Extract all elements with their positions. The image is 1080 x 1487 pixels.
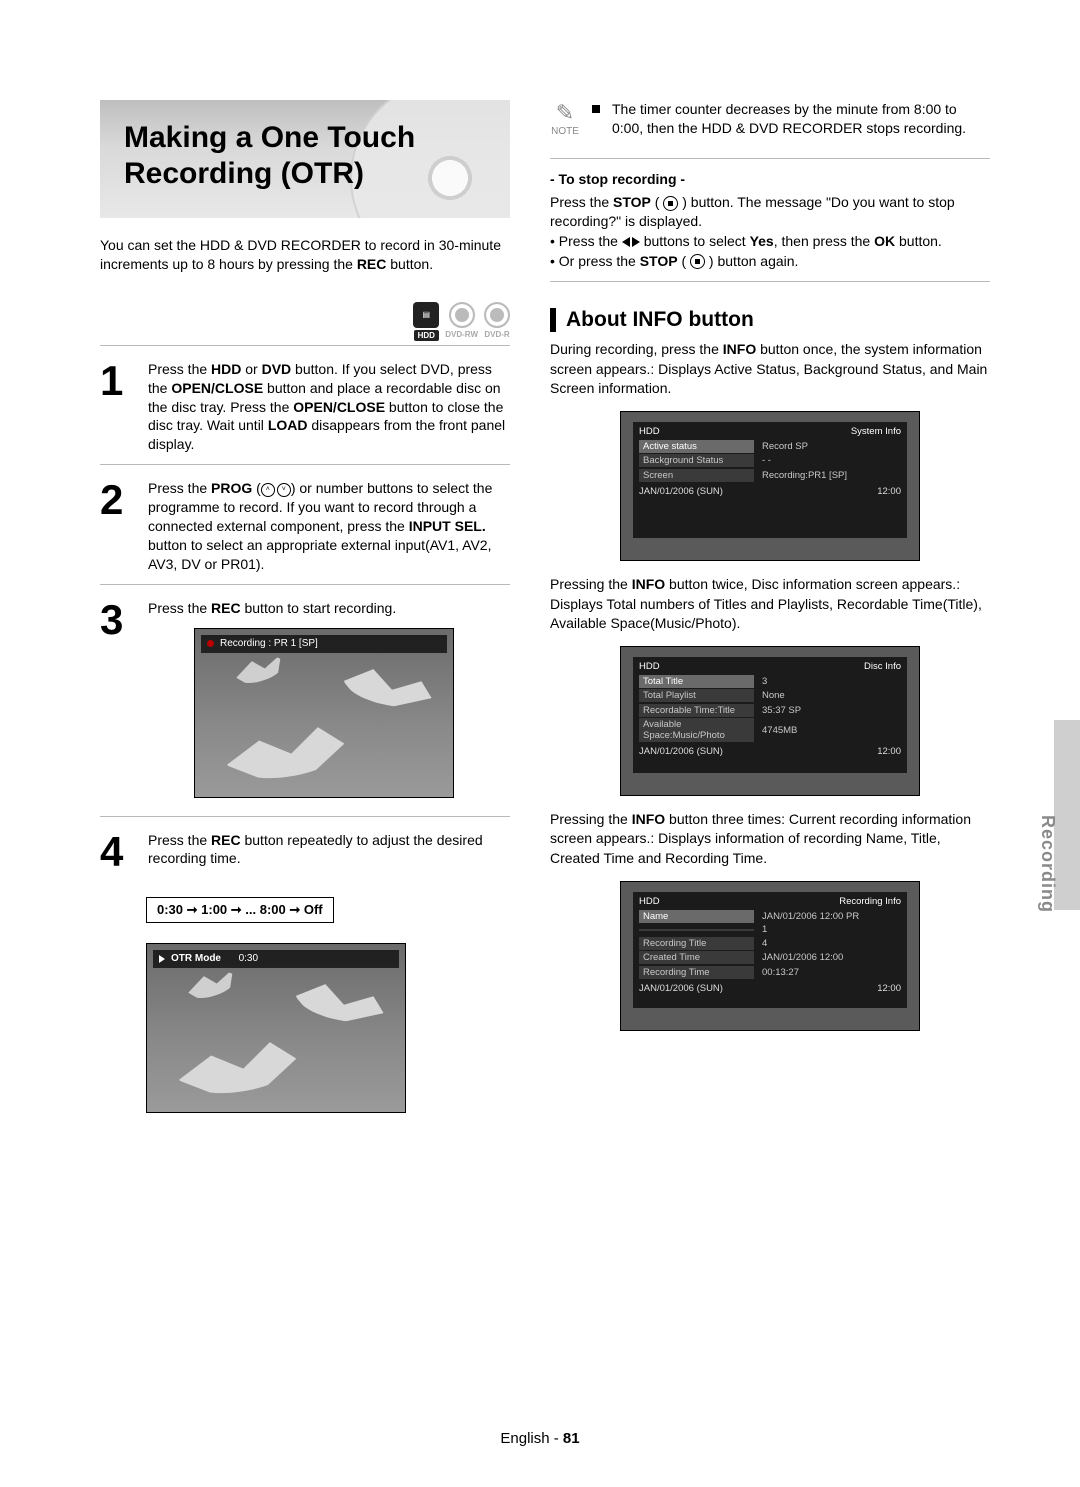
step-text: Press the REC button repeatedly to adjus… [148,831,510,873]
step-number: 1 [100,360,134,454]
hdd-badge: ▤HDD [413,302,439,341]
stop-bullet-1: • Press the buttons to select Yes, then … [550,232,990,252]
osd-disc-info: HDDDisc Info Total Title3 Total Playlist… [620,646,920,796]
osd-bar-value: 0:30 [239,953,258,964]
osd-system-info: HDDSystem Info Active statusRecord SP Ba… [620,411,920,561]
up-down-icon: ˄˅ [261,483,291,497]
step-4: 4 Press the REC button repeatedly to adj… [100,816,510,883]
screenshot-recording: Recording : PR 1 [SP] [194,628,454,798]
intro-text: You can set the HDD & DVD RECORDER to re… [100,236,510,274]
step-number: 3 [100,599,134,806]
info-p1: During recording, press the INFO button … [550,340,990,399]
info-p3: Pressing the INFO button three times: Cu… [550,810,990,869]
time-sequence: 0:30 ➞ 1:00 ➞ ... 8:00 ➞ Off [146,897,334,923]
step-1: 1 Press the HDD or DVD button. If you se… [100,345,510,464]
section-bar-icon [550,308,556,332]
page-footer: English - 81 [0,1430,1080,1447]
divider [550,158,990,159]
hdd-icon: ▤ [413,302,439,328]
disc-icon [449,302,475,328]
step-number: 2 [100,479,134,573]
stop-icon [690,254,705,269]
stop-icon [663,196,678,211]
dvd-r-badge: DVD-R [484,302,510,341]
divider [550,281,990,282]
page-title: Making a One Touch Recording (OTR) [124,120,486,192]
note-block: ✎NOTE The timer counter decreases by the… [550,100,990,138]
disc-icon [484,302,510,328]
osd-recording-info: HDDRecording Info NameJAN/01/2006 12:00 … [620,881,920,1031]
step-text: Press the HDD or DVD button. If you sele… [148,360,510,454]
screenshot-otr: OTR Mode 0:30 [146,943,406,1113]
stop-heading: - To stop recording - [550,171,990,187]
note-icon: ✎NOTE [550,100,580,137]
stop-bullet-2: • Or press the STOP ( ) button again. [550,252,990,272]
step-number: 4 [100,831,134,873]
stop-p1: Press the STOP ( ) button. The message "… [550,193,990,232]
title-block: Making a One Touch Recording (OTR) [100,100,510,218]
section-title: About INFO button [550,308,990,332]
osd-bar-text: Recording : PR 1 [SP] [220,637,318,651]
record-dot-icon [207,640,214,647]
bullet-icon [592,105,600,113]
right-arrow-icon [632,237,640,247]
left-arrow-icon [622,237,630,247]
step-text: Press the REC button to start recording.… [148,599,510,806]
media-badges: ▤HDD DVD-RW DVD-R [100,302,510,341]
section-side-tab: Recording [1054,720,1080,910]
play-icon [159,955,165,963]
step-3: 3 Press the REC button to start recordin… [100,584,510,816]
dvd-rw-badge: DVD-RW [445,302,478,341]
info-p2: Pressing the INFO button twice, Disc inf… [550,575,990,634]
step-2: 2 Press the PROG (˄˅) or number buttons … [100,464,510,583]
step-text: Press the PROG (˄˅) or number buttons to… [148,479,510,573]
osd-bar-label: OTR Mode [171,953,221,964]
note-text: The timer counter decreases by the minut… [612,100,990,138]
